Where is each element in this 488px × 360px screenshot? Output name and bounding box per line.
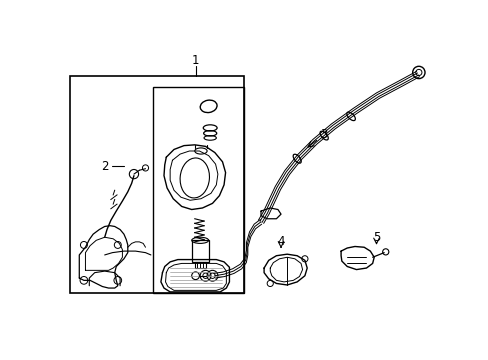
Bar [70,76,244,293]
Bar [153,87,244,293]
Text: 3: 3 [320,127,327,140]
Text: 2: 2 [101,160,108,173]
Text: 1: 1 [191,54,199,67]
Text: 4: 4 [277,235,284,248]
Bar [194,262,205,268]
Bar [191,240,208,262]
Text: 5: 5 [372,231,379,244]
